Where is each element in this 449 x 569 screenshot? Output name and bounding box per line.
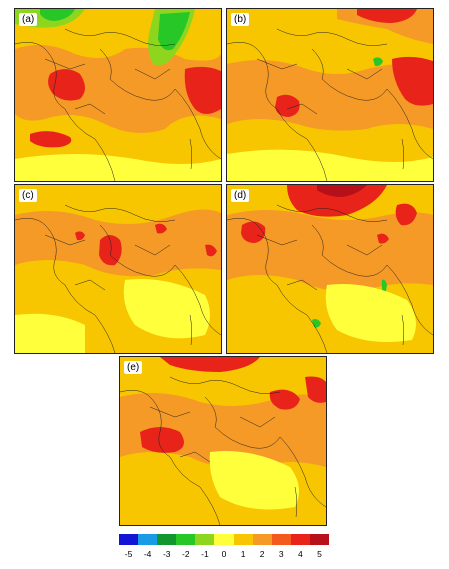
map-panel-a: (a): [14, 8, 222, 182]
colorbar-swatch: [157, 534, 177, 545]
map-field: [120, 357, 326, 525]
colorbar-tick-label: 1: [240, 549, 246, 559]
colorbar-swatch: [252, 534, 273, 545]
map-field: [227, 9, 433, 181]
colorbar-tick-label: -4: [143, 549, 152, 559]
colorbar-tick-label: 3: [278, 549, 284, 559]
panel-label: (a): [19, 13, 38, 26]
panel-label: (c): [19, 189, 37, 202]
map-field: [15, 185, 221, 353]
colorbar-tick-label: 5: [317, 549, 322, 559]
colorbar-swatch: [309, 534, 330, 545]
colorbar-tick-label: -3: [162, 549, 171, 559]
panel-label: (b): [231, 13, 250, 26]
colorbar-tick-label: -2: [182, 549, 190, 559]
map-panel-e: (e): [119, 356, 327, 526]
colorbar-swatch: [138, 534, 158, 545]
panel-label: (d): [231, 189, 250, 202]
colorbar-tick-label: 4: [297, 549, 303, 559]
colorbar-tick-label: -5: [124, 549, 133, 559]
colorbar-swatch: [214, 534, 235, 545]
map-panel-b: (b): [226, 8, 434, 182]
colorbar-tick-label: 0: [221, 549, 227, 559]
colorbar-swatch: [271, 534, 292, 545]
colorbar-tick-label: -1: [201, 549, 209, 559]
panel-label: (e): [124, 361, 143, 374]
colorbar-swatch: [233, 534, 254, 545]
colorbar-swatch: [195, 534, 215, 545]
map-field: [15, 9, 221, 181]
map-panel-d: (d): [226, 184, 434, 354]
colorbar-swatch: [290, 534, 311, 545]
map-field: [227, 185, 433, 353]
map-panel-c: (c): [14, 184, 222, 354]
colorbar-swatch: [119, 534, 139, 545]
colorbar-swatch: [176, 534, 196, 545]
colorbar-tick-label: 2: [259, 549, 265, 559]
